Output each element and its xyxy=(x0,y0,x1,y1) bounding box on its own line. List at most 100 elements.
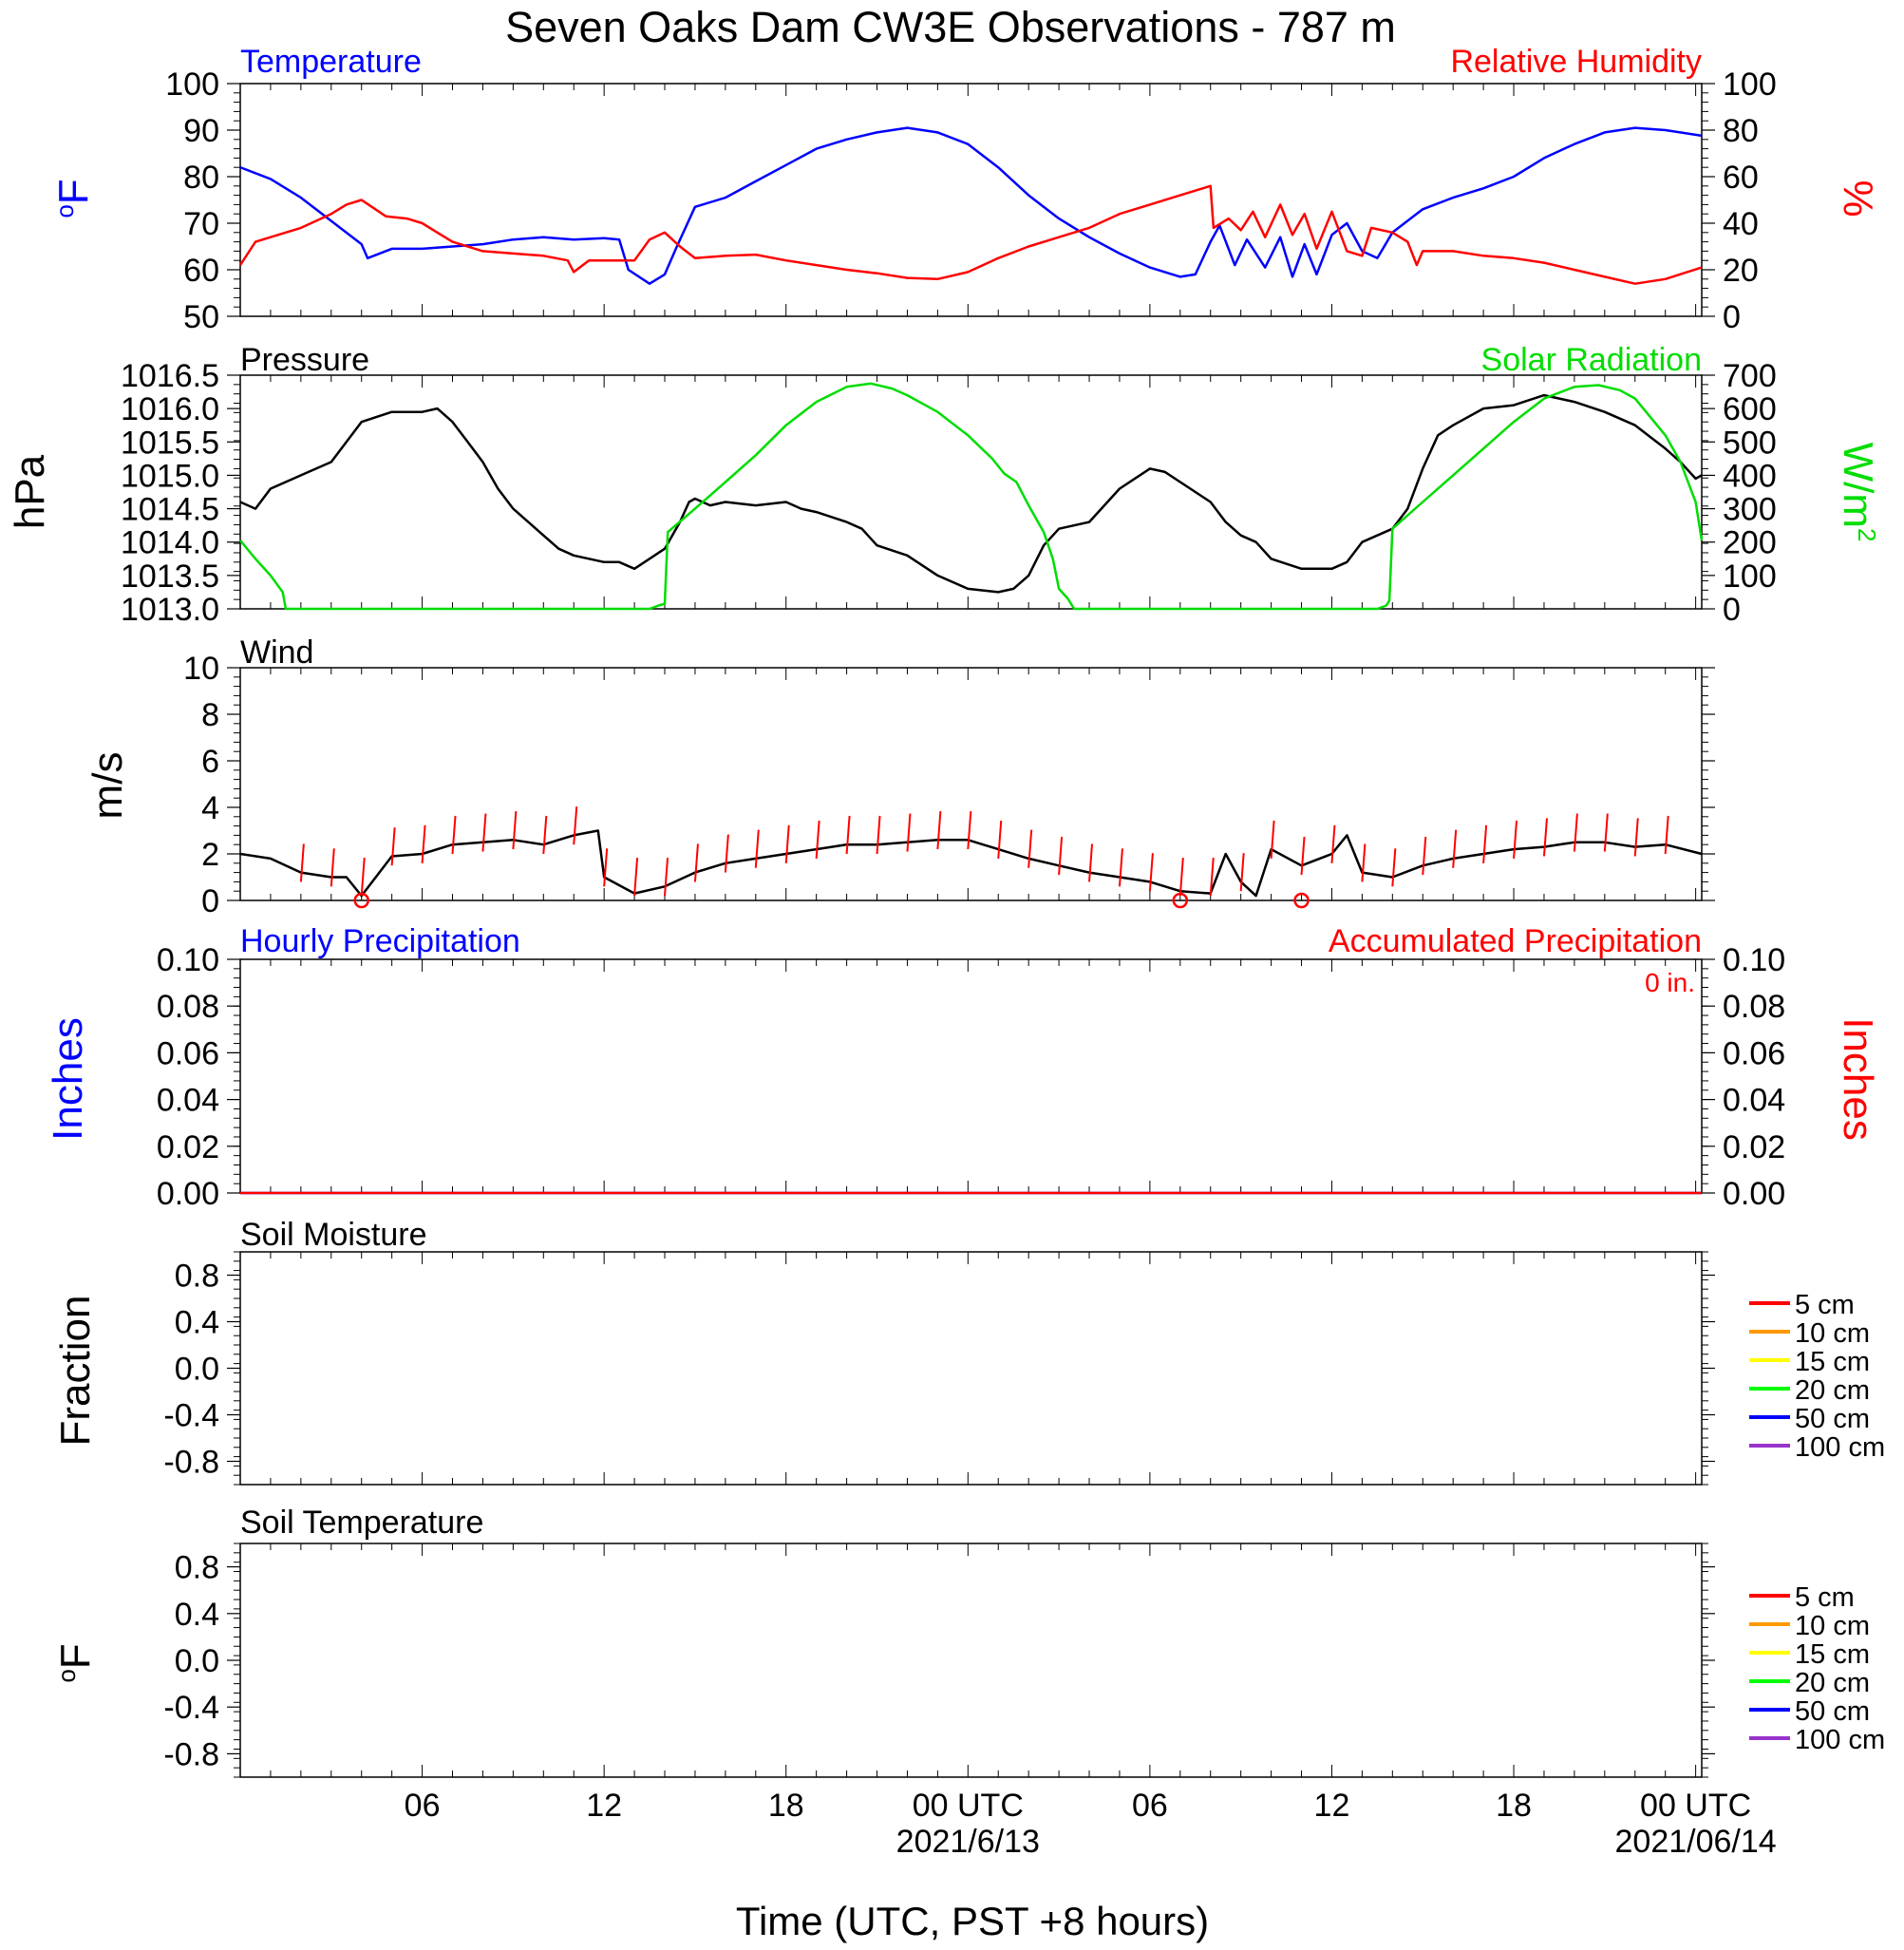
y-tick-label-left: 10 xyxy=(183,651,219,687)
wind-barb xyxy=(936,811,942,850)
y-tick-label-left: 0.4 xyxy=(175,1305,219,1341)
legend-label: 20 cm xyxy=(1795,1668,1870,1698)
y-tick-label-left: 0.00 xyxy=(157,1176,219,1212)
x-tick-label: 00 UTC xyxy=(913,1788,1024,1824)
y-tick-label-left: 0.04 xyxy=(157,1083,219,1119)
wind-barb xyxy=(1027,829,1033,868)
y-tick-label-left: 0.0 xyxy=(175,1352,219,1388)
wind-barb xyxy=(724,834,729,873)
legend-label: 10 cm xyxy=(1795,1611,1870,1641)
pressure-title: Pressure xyxy=(240,342,369,378)
y-tick-label-right: 0 xyxy=(1723,592,1741,628)
wind-barb xyxy=(1058,836,1064,876)
wind-barb xyxy=(1482,824,1488,863)
y-tick-label-left: 1015.5 xyxy=(121,425,219,461)
hourly-precip-title: Hourly Precipitation xyxy=(240,923,520,959)
legend-label: 20 cm xyxy=(1795,1375,1870,1406)
wind-barb xyxy=(1178,858,1184,897)
accum-precip-title: Accumulated Precipitation xyxy=(1329,923,1702,959)
wind-barb xyxy=(603,848,609,887)
soil-moisture-axis-label: Fraction xyxy=(52,1296,99,1447)
wind-barb xyxy=(573,806,578,845)
accum-precip-axis-label: Inches xyxy=(1835,1017,1881,1141)
legend-label: 100 cm xyxy=(1795,1725,1885,1755)
wind-barb xyxy=(1573,813,1578,852)
wind-barb xyxy=(906,813,912,852)
wind-barb xyxy=(633,858,639,897)
wind-barb xyxy=(1513,820,1518,859)
y-tick-label-left: 1015.0 xyxy=(121,458,219,494)
temperature-line xyxy=(239,126,1703,285)
y-tick-label-left: 1016.5 xyxy=(121,358,219,394)
y-tick-label-left: 60 xyxy=(183,253,219,289)
y-tick-label-right: 0.08 xyxy=(1723,989,1785,1025)
legend-label: 10 cm xyxy=(1795,1318,1870,1349)
x-tick-label: 12 xyxy=(586,1788,622,1824)
wind-barb xyxy=(390,827,396,866)
panel-frame xyxy=(239,83,1703,317)
wind-barb xyxy=(1664,815,1669,855)
y-tick-label-left: 0.06 xyxy=(157,1035,219,1071)
y-tick-label-left: 1016.0 xyxy=(121,391,219,427)
humidity-axis-label: % xyxy=(1835,180,1881,217)
wind-barb xyxy=(1391,848,1397,887)
y-tick-label-left: 1013.5 xyxy=(121,558,219,595)
temperature-title: Temperature xyxy=(240,44,422,80)
humidity-title: Relative Humidity xyxy=(1450,44,1702,80)
panel-frame xyxy=(239,1543,1703,1778)
y-tick-label-left: 50 xyxy=(183,299,219,335)
wind-barb xyxy=(542,815,548,855)
wind-barb xyxy=(330,848,335,887)
wind-panel: Wind m/s 0 2 4 6 8 10 xyxy=(85,634,1715,919)
y-tick-label-left: 4 xyxy=(201,790,219,826)
y-tick-label-right: 60 xyxy=(1723,160,1759,196)
legend-label: 15 cm xyxy=(1795,1347,1870,1377)
y-tick-label-left: 0.8 xyxy=(175,1550,219,1586)
y-tick-label-left: 1014.0 xyxy=(121,525,219,561)
y-tick-label-right: 0.00 xyxy=(1723,1176,1785,1212)
y-tick-label-left: 0.10 xyxy=(157,942,219,978)
wind-barb xyxy=(1300,836,1306,876)
panel-frame xyxy=(239,667,1703,901)
y-tick-label-left: 1014.5 xyxy=(121,492,219,528)
wind-barb xyxy=(1209,858,1215,897)
y-tick-label-left: 90 xyxy=(183,113,219,149)
wind-barb xyxy=(1542,818,1548,857)
wind-barb xyxy=(815,820,820,859)
y-tick-label-right: 700 xyxy=(1723,358,1777,394)
y-tick-label-left: 8 xyxy=(201,697,219,733)
wind-barb xyxy=(1239,853,1245,892)
x-tick-label: 06 xyxy=(405,1788,441,1824)
calm-wind-marker xyxy=(353,892,369,909)
y-tick-label-left: 2 xyxy=(201,837,219,873)
y-tick-label-right: 300 xyxy=(1723,492,1777,528)
y-tick-label-left: 0.02 xyxy=(157,1129,219,1165)
wind-barb xyxy=(451,815,457,855)
x-axis-label: Time (UTC, PST +8 hours) xyxy=(736,1899,1209,1943)
solar-radiation-line xyxy=(239,382,1704,611)
y-tick-label-right: 80 xyxy=(1723,113,1759,149)
x-tick-label: 12 xyxy=(1314,1788,1350,1824)
wind-barb xyxy=(1361,843,1367,882)
wind-barb xyxy=(845,815,851,855)
y-tick-label-right: 100 xyxy=(1723,558,1777,595)
y-tick-label-right: 0 xyxy=(1723,299,1741,335)
wind-barb xyxy=(784,824,790,863)
temperature-humidity-panel: Temperature Relative Humidity oF % 50 60 7… xyxy=(50,44,1881,335)
accum-precip-total: 0 in. xyxy=(1645,968,1695,997)
y-tick-label-left: -0.4 xyxy=(163,1690,219,1726)
calm-wind-marker xyxy=(1172,892,1189,909)
y-tick-label-left: -0.8 xyxy=(163,1445,219,1481)
wind-barb xyxy=(967,811,972,850)
soil-temperature-title: Soil Temperature xyxy=(240,1505,483,1541)
wind-barb xyxy=(1088,843,1094,882)
y-tick-label-right: 100 xyxy=(1723,66,1777,103)
panel-frame xyxy=(239,374,1703,610)
pressure-line xyxy=(239,393,1703,594)
solar-title: Solar Radiation xyxy=(1481,342,1702,378)
y-tick-label-left: 1013.0 xyxy=(121,592,219,628)
panel-frame xyxy=(239,1251,1703,1486)
